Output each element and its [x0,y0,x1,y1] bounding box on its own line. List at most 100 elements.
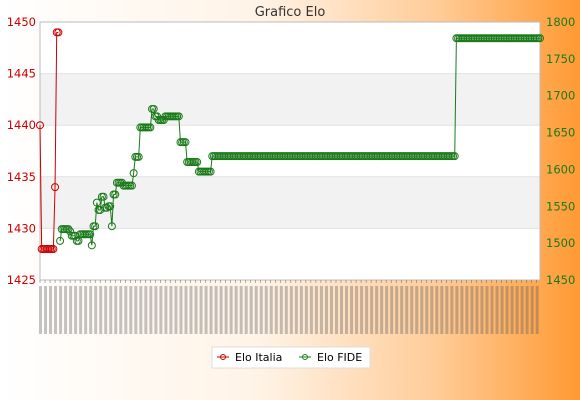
x-tick-label [440,286,444,334]
x-tick-label [69,286,73,334]
legend-italia-label: Elo Italia [235,351,282,364]
x-tick-label [239,286,243,334]
y-left-tick-label: 1445 [7,67,36,81]
plot-band [40,228,540,280]
x-tick-label [360,286,364,334]
elo-fide-point [64,225,73,234]
plot-area: 1425 1430 1435 1440 1445 1450 1450 1500 1550 1600… [7,15,575,334]
y-right-tick-label: 1700 [546,89,575,103]
elo-fide-point [450,152,459,161]
elo-fide-point [111,190,120,199]
plot-band [40,73,540,126]
x-tick-label [309,286,313,334]
x-tick-label [169,286,173,334]
x-tick-label [274,286,278,334]
y-right-tick-label: 1450 [546,273,575,287]
x-tick-label [345,286,349,334]
elo-fide-point [91,222,100,231]
legend: Elo Italia Elo FIDE [211,346,371,369]
plot-band [40,125,540,177]
elo-fide-point [127,181,136,190]
elo-fide-point [99,192,108,201]
y-left-tick-label: 1435 [7,170,36,184]
x-tick-label [194,286,198,334]
elo-italia-point [51,183,60,192]
x-tick-label [174,286,178,334]
x-tick-label [329,286,333,334]
elo-italia-point [49,245,58,254]
legend-italia-marker [220,354,226,360]
x-tick-label [515,286,519,334]
x-tick-label [149,286,153,334]
x-tick-label [109,286,113,334]
x-tick-label [44,286,48,334]
x-tick-label [189,286,193,334]
x-tick-label [79,286,83,334]
x-tick-label [134,286,138,334]
x-tick-label [400,286,404,334]
x-tick-label [405,286,409,334]
x-tick-label [39,286,42,334]
x-tick-label [365,286,369,334]
x-tick-label [485,286,489,334]
legend-fide-marker [302,354,308,360]
elo-fide-point [149,104,158,113]
x-tick-label [455,286,459,334]
x-tick-label [104,286,108,334]
elo-fide-point [193,158,202,167]
x-tick-label [259,286,263,334]
y-right-tick-label: 1750 [546,52,575,66]
elo-fide-point [107,222,116,231]
x-tick-label [395,286,399,334]
x-tick-label [535,286,539,334]
x-tick-label [89,286,93,334]
x-tick-label [244,286,248,334]
x-tick-label [370,286,374,334]
x-tick-label [184,286,188,334]
x-tick-label [234,286,238,334]
x-tick-label [324,286,328,334]
x-tick-label [314,286,318,334]
x-tick-label [294,286,298,334]
x-tick-label [410,286,414,334]
x-tick-label [520,286,524,334]
x-tick-label [465,286,469,334]
x-tick-label [390,286,394,334]
elo-fide-point [134,152,143,161]
x-tick-label [99,286,103,334]
elo-fide-point [87,241,96,250]
x-tick-label [355,286,359,334]
x-tick-label [500,286,504,334]
elo-fide-point [129,169,138,178]
legend-fide-label: Elo FIDE [317,351,362,364]
plot-band [40,176,540,229]
elo-italia-point [54,28,63,37]
y-right-tick-label: 1500 [546,236,575,250]
elo-fide-point [106,202,115,211]
x-tick-label [340,286,344,334]
x-tick-label [415,286,419,334]
x-tick-label [350,286,354,334]
plot-band [40,22,540,74]
x-tick-label [94,286,98,334]
x-tick-label [289,286,293,334]
x-tick-label [154,286,158,334]
x-tick-label [144,286,148,334]
elo-fide-point [206,167,215,176]
elo-italia-point [36,121,44,130]
x-tick-label [59,286,63,334]
x-tick-label [119,286,123,334]
y-left-tick-label: 1425 [7,273,36,287]
x-tick-label [139,286,143,334]
x-tick-label [420,286,424,334]
y-left-tick-label: 1450 [7,15,36,29]
x-tick-label [124,286,128,334]
x-tick-label [299,286,303,334]
x-tick-label [450,286,454,334]
x-tick-label [425,286,429,334]
x-tick-label [214,286,218,334]
x-tick-label [495,286,499,334]
x-tick-label [470,286,474,334]
legend-box [211,346,371,369]
elo-fide-point [86,230,95,239]
